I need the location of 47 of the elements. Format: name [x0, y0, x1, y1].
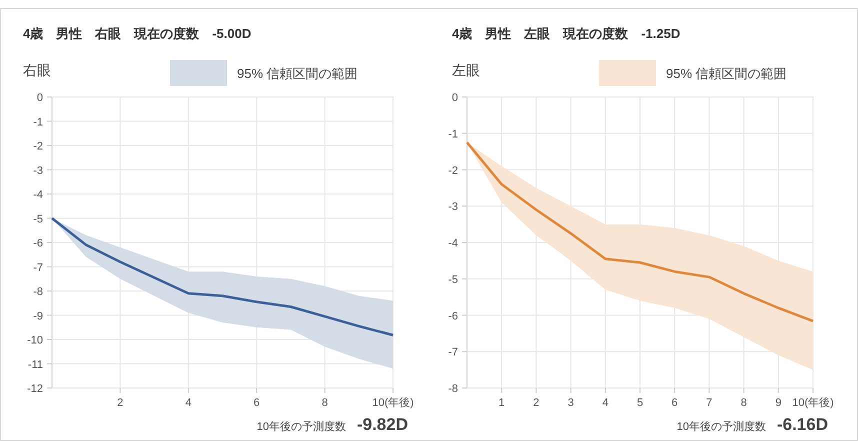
x-tick-label: 4: [602, 397, 608, 409]
y-tick-label: -3: [33, 164, 43, 177]
chart-title: 4歳 男性 左眼 現在の度数 -1.25D: [452, 26, 680, 41]
y-tick-label: -9: [33, 310, 43, 322]
x-tick-label: 6: [254, 397, 260, 409]
y-tick-label: -10: [27, 334, 43, 346]
y-tick-label: -1: [448, 128, 458, 140]
y-axis-title: 左眼: [452, 62, 480, 78]
x-tick-label: 10(年後): [792, 397, 834, 409]
text: 10年後の予測度数 -9.82D: [256, 415, 408, 434]
y-tick-label: -8: [33, 286, 43, 298]
chart-title: 4歳 男性 右眼 現在の度数 -5.00D: [23, 26, 252, 41]
y-tick-label: -12: [27, 383, 43, 395]
x-tick-label: 7: [706, 397, 712, 409]
y-tick-label: -11: [28, 358, 43, 371]
y-tick-label: -2: [448, 164, 458, 177]
y-tick-label: 0: [36, 92, 43, 104]
x-tick-label: 8: [322, 397, 328, 409]
y-axis-title: 右眼: [23, 62, 51, 78]
text: 10年後の予測度数 -6.16D: [676, 415, 828, 434]
x-tick-label: 8: [740, 397, 747, 409]
x-tick-label: 2: [533, 397, 540, 409]
y-tick-label: -6: [448, 310, 458, 322]
text: 95% 信頼区間の範囲: [666, 66, 787, 81]
y-tick-label: -3: [448, 201, 458, 214]
y-tick-label: -4: [33, 189, 43, 201]
x-tick-label: 2: [117, 397, 124, 409]
y-tick-label: -4: [448, 238, 458, 250]
line-series: [50, 217, 394, 336]
x-tick-label: 1: [498, 397, 505, 409]
y-tick-label: -1: [33, 116, 43, 128]
line-series: [466, 141, 814, 322]
y-tick-label: -2: [33, 140, 43, 152]
x-tick-label: 4: [185, 397, 192, 409]
text: 95% 信頼区間の範囲: [237, 66, 358, 81]
y-tick-label: -7: [448, 346, 458, 359]
y-tick-label: -7: [33, 262, 43, 274]
x-tick-label: 6: [672, 397, 678, 409]
x-tick-label: 9: [775, 397, 782, 409]
y-tick-label: -6: [33, 238, 43, 250]
x-tick-label: 10(年後): [372, 397, 414, 409]
y-tick-label: -5: [448, 274, 458, 286]
x-tick-label: 5: [636, 397, 644, 409]
y-tick-label: 0: [452, 92, 458, 104]
y-tick-label: -5: [33, 213, 43, 226]
y-tick-label: -8: [448, 383, 458, 395]
x-tick-label: 3: [568, 397, 574, 409]
